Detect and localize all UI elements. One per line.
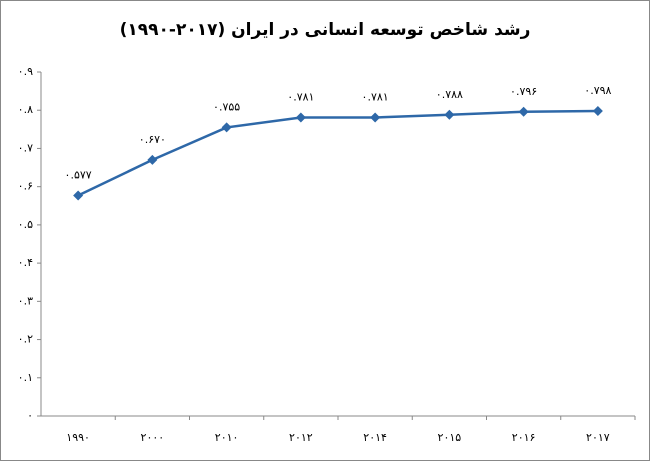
value-label: ۰.۷۹۶: [510, 85, 537, 98]
x-tick-label: ۲۰۱۵: [438, 431, 462, 444]
chart-title: رشد شاخص توسعه انسانی در ایران (۲۰۱۷-۱۹۹…: [120, 20, 531, 40]
x-tick-label: ۲۰۱۲: [289, 431, 313, 444]
value-label: ۰.۷۸۱: [287, 90, 314, 103]
y-tick-label: ۰.۳: [18, 294, 33, 307]
value-label: ۰.۵۷۷: [65, 168, 92, 181]
y-tick-label: ۰.۲: [18, 333, 33, 346]
y-tick-label: ۰.۱: [18, 371, 33, 384]
x-tick-label: ۲۰۰۰: [141, 431, 165, 444]
y-tick-label: ۰.۵: [18, 218, 33, 231]
y-tick-label: ۰.۴: [18, 256, 33, 269]
x-tick-label: ۱۹۹۰: [66, 431, 90, 444]
marker: [147, 154, 158, 165]
y-tick-label: ۰.۷: [18, 141, 33, 154]
line: [77, 109, 598, 197]
x-tick-label: ۲۰۱۰: [215, 431, 239, 444]
x-tick-label: ۲۰۱۷: [586, 431, 610, 444]
x-tick-label: ۲۰۱۶: [512, 431, 536, 444]
value-label: ۰.۶۷۰: [139, 133, 166, 146]
value-label: ۰.۷۸۸: [436, 88, 463, 101]
x-tick-label: ۲۰۱۴: [363, 431, 387, 444]
y-tick-label: ۰: [27, 409, 33, 422]
marker: [444, 109, 455, 120]
y-tick-label: ۰.۹: [18, 65, 33, 78]
marker: [592, 105, 603, 116]
marker: [295, 112, 306, 123]
marker: [518, 106, 529, 117]
y-tick-label: ۰.۶: [18, 180, 33, 193]
marker: [370, 112, 381, 123]
value-label: ۰.۷۵۵: [213, 100, 240, 113]
marker: [221, 122, 232, 133]
value-label: ۰.۷۹۸: [584, 84, 611, 97]
marker: [73, 190, 84, 201]
y-tick-label: ۰.۸: [18, 103, 33, 116]
value-label: ۰.۷۸۱: [362, 90, 389, 103]
